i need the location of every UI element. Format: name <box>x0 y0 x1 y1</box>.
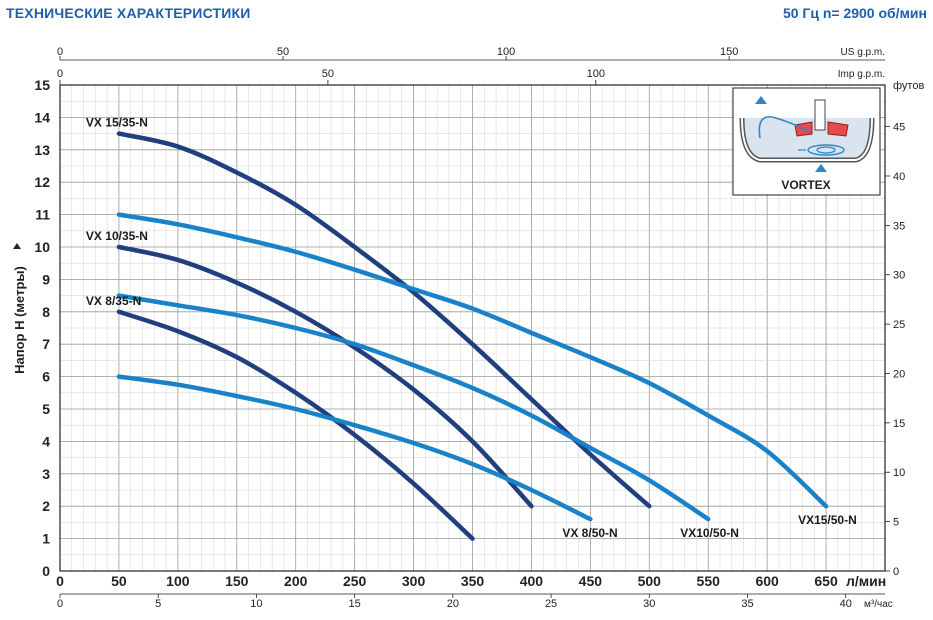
x-tick-label: 200 <box>284 573 308 589</box>
x-tick-label: 350 <box>461 573 485 589</box>
series-label-3: VX15/50-N <box>798 513 857 527</box>
feet-tick-label: 30 <box>893 270 905 282</box>
y-tick-label: 5 <box>42 401 50 417</box>
y-tick-label: 10 <box>34 239 50 255</box>
page-title: ТЕХНИЧЕСКИЕ ХАРАКТЕРИСТИКИ <box>6 5 251 21</box>
y-tick-label: 12 <box>34 174 50 190</box>
us-gpm-axis-label: US g.p.m. <box>841 47 885 58</box>
frequency-speed-spec: 50 Гц n= 2900 об/мин <box>782 5 927 21</box>
y-tick-label: 6 <box>42 369 50 385</box>
series-line-2 <box>116 309 475 541</box>
y-tick-label: 2 <box>42 498 50 514</box>
feet-tick-label: 45 <box>893 122 905 134</box>
x-tick-label: 0 <box>56 573 64 589</box>
m3h-tick-label: 35 <box>741 598 753 610</box>
us-gpm-tick-label: 50 <box>277 46 289 58</box>
y-tick-label: 15 <box>34 77 50 93</box>
x-tick-label: 600 <box>755 573 779 589</box>
feet-tick-label: 10 <box>893 467 905 479</box>
imp-gpm-axis-label: Imp g.p.m. <box>838 69 885 80</box>
m3h-tick-label: 20 <box>447 598 459 610</box>
x-tick-label: 50 <box>111 573 127 589</box>
us-gpm-tick-label: 0 <box>57 46 63 58</box>
series-line-0 <box>116 131 652 509</box>
y-axis-arrow-icon <box>13 243 21 249</box>
series-line-4 <box>116 293 711 522</box>
feet-tick-label: 0 <box>893 566 899 578</box>
x-tick-label: 250 <box>343 573 367 589</box>
outflow-arrow-icon <box>755 96 767 104</box>
y-tick-label: 13 <box>34 142 50 158</box>
series-line-1 <box>116 244 534 509</box>
vortex-inset: VORTEX <box>732 87 881 196</box>
y-axis-label: Напор H (метры) <box>12 266 27 374</box>
x-tick-label: 500 <box>638 573 662 589</box>
x-tick-label: 450 <box>579 573 603 589</box>
x-tick-label: 300 <box>402 573 426 589</box>
feet-tick-label: 25 <box>893 319 905 331</box>
x-tick-label: 550 <box>697 573 721 589</box>
y-tick-label: 3 <box>42 466 50 482</box>
y-tick-label: 0 <box>42 563 50 579</box>
y-tick-label: 7 <box>42 336 50 352</box>
x-tick-label: 150 <box>225 573 249 589</box>
series-label-5: VX 8/50-N <box>562 526 617 540</box>
m3h-tick-label: 30 <box>643 598 655 610</box>
y-tick-label: 11 <box>35 207 50 223</box>
y-tick-label: 4 <box>42 433 50 449</box>
inset-label: VORTEX <box>781 178 830 192</box>
m3h-tick-label: 10 <box>250 598 262 610</box>
feet-tick-label: 40 <box>893 171 905 183</box>
imp-gpm-tick-label: 0 <box>57 68 63 80</box>
y-tick-label: 1 <box>42 531 50 547</box>
feet-tick-label: 20 <box>893 368 905 380</box>
imp-gpm-tick-label: 100 <box>587 68 605 80</box>
y-tick-label: 9 <box>42 271 50 287</box>
series-layer <box>116 131 829 541</box>
plot-frame <box>59 84 886 572</box>
m3h-tick-label: 5 <box>155 598 161 610</box>
x-tick-label: 100 <box>166 573 190 589</box>
x-axis-label: л/мин <box>846 573 886 589</box>
series-labels: VX 15/35-N VX 10/35-N VX 8/35-N VX15/50-N VX… <box>86 116 857 541</box>
feet-tick-label: 35 <box>893 220 905 232</box>
feet-axis-label: футов <box>893 80 924 92</box>
feet-tick-label: 15 <box>893 418 905 430</box>
series-line-5 <box>116 374 593 522</box>
x-tick-label: 650 <box>814 573 838 589</box>
us-gpm-tick-label: 150 <box>720 46 738 58</box>
m3h-tick-label: 15 <box>349 598 361 610</box>
series-line-3 <box>116 212 829 509</box>
m3h-tick-label: 0 <box>57 598 63 610</box>
series-label-4: VX10/50-N <box>680 526 739 540</box>
imp-gpm-tick-label: 50 <box>322 68 334 80</box>
series-label-0: VX 15/35-N <box>86 116 148 130</box>
m3h-tick-label: 25 <box>545 598 557 610</box>
m3h-tick-label: 40 <box>840 598 852 610</box>
series-label-2: VX 8/35-N <box>86 294 141 308</box>
m3h-axis-label: м³/час <box>864 599 893 610</box>
y-tick-label: 8 <box>42 304 50 320</box>
series-label-1: VX 10/35-N <box>86 229 148 243</box>
y-tick-label: 14 <box>34 109 50 125</box>
us-gpm-tick-label: 100 <box>497 46 515 58</box>
x-tick-label: 400 <box>520 573 544 589</box>
inflow-arrow-icon <box>815 164 827 172</box>
feet-tick-label: 5 <box>893 517 899 529</box>
